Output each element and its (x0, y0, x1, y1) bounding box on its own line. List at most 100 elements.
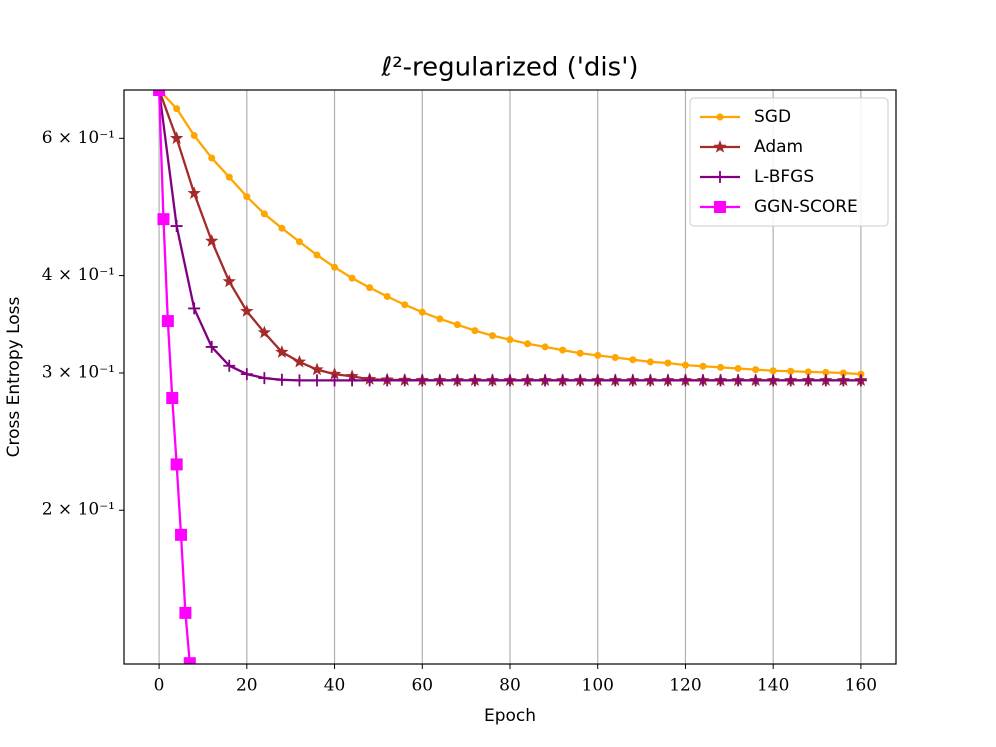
marker (524, 340, 532, 348)
x-tick-label: 120 (669, 676, 701, 696)
marker (539, 374, 552, 387)
marker (839, 369, 847, 377)
marker (734, 364, 742, 372)
marker (166, 392, 179, 405)
x-tick-label: 20 (236, 676, 258, 696)
marker (311, 374, 323, 387)
marker (646, 358, 654, 366)
marker (713, 140, 727, 153)
legend-label: L-BFGS (754, 167, 814, 187)
marker (784, 374, 797, 387)
x-tick-label: 140 (757, 676, 789, 696)
marker (468, 374, 481, 387)
marker (278, 224, 286, 232)
marker (205, 234, 219, 247)
marker (416, 374, 429, 387)
marker (275, 373, 288, 386)
marker (275, 345, 289, 358)
marker (594, 351, 602, 359)
marker (767, 374, 780, 387)
marker (664, 359, 672, 367)
marker (629, 356, 637, 364)
marker (187, 186, 201, 199)
x-tick-label: 40 (324, 676, 346, 696)
marker (714, 171, 726, 183)
marker (854, 374, 867, 387)
marker (331, 263, 339, 271)
marker (240, 304, 254, 317)
marker (681, 361, 689, 369)
marker (363, 374, 376, 387)
marker (506, 336, 514, 344)
marker (222, 274, 236, 288)
marker (293, 374, 306, 387)
y-tick-label: 4 × 10⁻¹ (42, 265, 115, 285)
marker (451, 374, 464, 387)
marker (366, 284, 374, 292)
legend-label: Adam (754, 137, 803, 157)
marker (714, 374, 727, 387)
marker (488, 332, 496, 340)
marker (471, 327, 479, 335)
chart-title: ℓ²-regularized ('dis') (381, 53, 639, 83)
marker (205, 340, 218, 353)
marker (749, 374, 762, 387)
marker (679, 374, 692, 387)
marker (611, 354, 619, 362)
marker (348, 274, 356, 282)
plot-area (153, 90, 868, 664)
marker (769, 367, 777, 375)
marker (313, 251, 321, 259)
marker (504, 374, 516, 387)
axes: 0 20 40 60 80 100 120 140 160 2 × 10⁻¹ 3 × 10⁻¹ 4 ×… (42, 128, 877, 696)
marker (574, 374, 587, 387)
y-tick-label: 2 × 10⁻¹ (42, 500, 115, 520)
marker (802, 374, 815, 387)
marker (819, 374, 832, 387)
marker (258, 372, 271, 385)
marker (175, 528, 188, 541)
legend-box (689, 97, 889, 227)
marker (436, 315, 444, 323)
marker (433, 374, 446, 387)
y-tick-label: 6 × 10⁻¹ (42, 128, 115, 148)
marker (295, 238, 303, 246)
marker (559, 346, 567, 354)
marker (257, 325, 272, 339)
x-tick-label: 160 (845, 676, 877, 696)
x-tick-label: 0 (154, 676, 165, 696)
marker (157, 213, 170, 226)
marker (717, 363, 725, 371)
marker (328, 374, 341, 387)
marker (240, 368, 253, 381)
marker (292, 354, 307, 368)
x-tick-label: 100 (582, 676, 614, 696)
marker (453, 321, 461, 329)
marker (346, 374, 359, 387)
x-axis-label: Epoch (484, 706, 536, 726)
marker (787, 367, 795, 375)
legend-label: SGD (754, 107, 791, 127)
x-tick-label: 80 (499, 676, 521, 696)
marker (697, 374, 709, 387)
marker (381, 374, 394, 387)
marker (661, 374, 674, 387)
marker (556, 374, 569, 387)
marker (576, 349, 584, 357)
y-tick-label: 3 × 10⁻¹ (42, 362, 115, 382)
marker (716, 113, 724, 121)
marker (310, 362, 324, 376)
marker (418, 308, 426, 316)
marker (260, 210, 268, 218)
marker (327, 367, 342, 380)
marker (179, 606, 192, 619)
marker (541, 343, 549, 351)
y-axis-label: Cross Entropy Loss (4, 296, 24, 457)
marker (223, 359, 236, 372)
marker (486, 374, 499, 387)
marker (161, 315, 174, 328)
marker (398, 374, 411, 387)
marker (188, 302, 201, 315)
marker (609, 374, 622, 387)
